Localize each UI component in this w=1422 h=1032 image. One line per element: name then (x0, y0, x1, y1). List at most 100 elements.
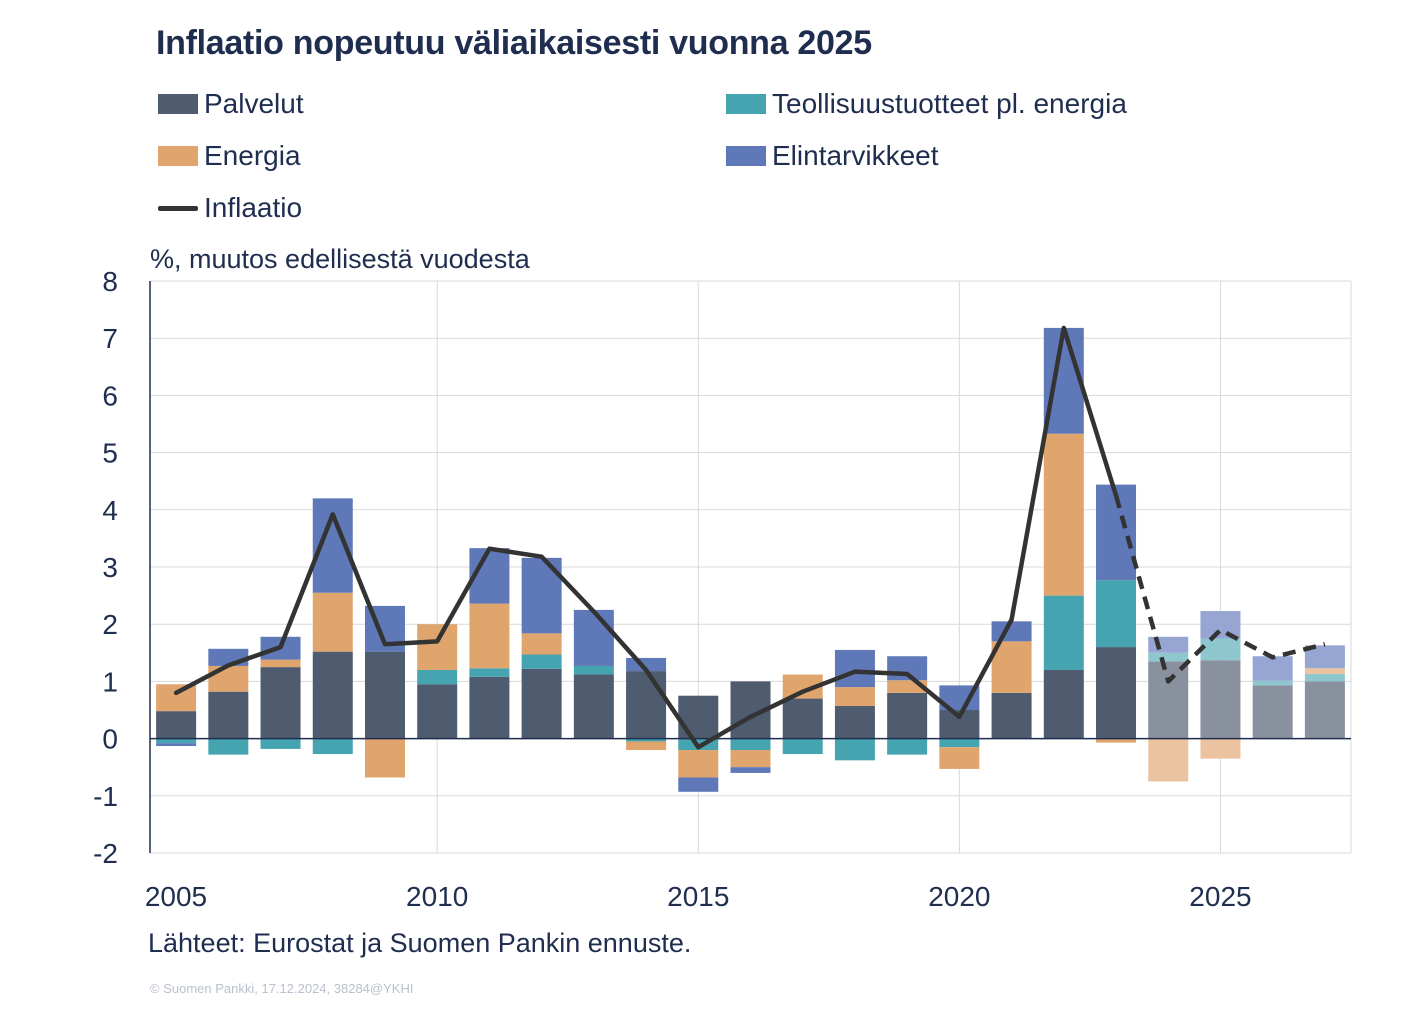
bar-segment-services-2019 (887, 692, 928, 739)
bar-segment-industrial-2025 (1200, 638, 1241, 661)
bar-segment-industrial-2011 (469, 668, 510, 677)
chart-title: Inflaatio nopeutuu väliaikaisesti vuonna… (156, 24, 872, 62)
bar-segment-food-2026 (1252, 656, 1293, 681)
bar-segment-services-2011 (469, 676, 510, 739)
y-tick-label: 3 (102, 552, 118, 583)
y-tick-label: 4 (102, 495, 118, 526)
inflation-line-actual (173, 325, 1119, 750)
bar-segment-services-2026 (1252, 685, 1293, 739)
bar-segment-industrial-2005 (156, 738, 197, 744)
bar-segment-industrial-2023 (1096, 580, 1137, 648)
bar-segment-industrial-2017 (782, 738, 823, 755)
y-tick-label: 5 (102, 438, 118, 469)
x-tick-label: 2010 (406, 881, 468, 912)
bar-segment-industrial-2012 (521, 654, 562, 669)
y-tick-label: 6 (102, 380, 118, 411)
legend-item-inflation: Inflaatio (158, 192, 302, 224)
bar-segment-services-2027 (1304, 681, 1345, 739)
bar-segment-food-2027 (1304, 645, 1345, 669)
bar-segment-energy-2021 (991, 641, 1032, 693)
y-tick-label: 1 (102, 666, 118, 697)
bar-segment-energy-2005 (156, 684, 197, 712)
bar-segment-energy-2006 (208, 665, 249, 692)
bar-segment-services-2021 (991, 692, 1032, 739)
bar-segment-industrial-2018 (834, 738, 875, 761)
bar-segment-industrial-2007 (260, 738, 301, 749)
bar-segment-services-2009 (364, 651, 405, 739)
bar-segment-energy-2011 (469, 603, 510, 669)
bar-segment-energy-2015 (678, 750, 719, 778)
bar-segment-energy-2020 (939, 747, 980, 769)
x-tick-label: 2005 (145, 881, 207, 912)
bar-segment-food-2013 (573, 609, 614, 666)
legend-swatch-food (726, 146, 766, 166)
bar-segment-food-2018 (834, 649, 875, 688)
x-tick-label: 2015 (667, 881, 729, 912)
legend-label-inflation: Inflaatio (204, 192, 303, 223)
bar-segment-energy-2008 (312, 592, 353, 652)
inflation-line-forecast (1113, 494, 1326, 684)
bar-segment-energy-2023 (1096, 738, 1137, 743)
bar-segment-industrial-2019 (887, 738, 928, 755)
legend-item-services: Palvelut (158, 88, 304, 120)
y-tick-label: 8 (102, 266, 118, 297)
bar-segment-services-2013 (573, 674, 614, 739)
bar-segment-industrial-2027 (1304, 673, 1345, 682)
bar-segment-energy-2025 (1200, 738, 1241, 759)
bar-segment-industrial-2026 (1252, 680, 1293, 686)
y-tick-label: -2 (93, 838, 118, 869)
bar-segment-energy-2022 (1043, 433, 1084, 596)
bar-segment-services-2015 (678, 695, 719, 739)
bar-segment-industrial-2020 (939, 738, 980, 748)
legend-swatch-inflation (158, 205, 198, 211)
bar-segment-industrial-2006 (208, 738, 249, 755)
bar-segment-food-2025 (1200, 611, 1241, 639)
y-tick-label: 0 (102, 724, 118, 755)
legend-label-services: Palvelut (204, 88, 304, 119)
bar-segment-industrial-2013 (573, 665, 614, 675)
x-tick-label: 2020 (928, 881, 990, 912)
bar-segment-industrial-2014 (626, 738, 667, 742)
legend-item-food: Elintarvikkeet (726, 140, 939, 172)
bar-segment-services-2024 (1148, 661, 1189, 739)
bar-segment-services-2012 (521, 668, 562, 739)
legend-swatch-services (158, 94, 198, 114)
copyright-note: © Suomen Pankki, 17.12.2024, 38284@YKHI (150, 981, 414, 996)
bar-segment-services-2010 (417, 684, 458, 739)
legend-item-industrial: Teollisuustuotteet pl. energia (726, 88, 1127, 120)
bar-segment-services-2023 (1096, 647, 1137, 739)
bar-segment-energy-2007 (260, 659, 301, 668)
x-tick-label: 2025 (1189, 881, 1251, 912)
bar-segment-services-2022 (1043, 669, 1084, 739)
legend-swatch-industrial (726, 94, 766, 114)
y-tick-label: -1 (93, 781, 118, 812)
bar-segment-services-2018 (834, 705, 875, 739)
bar-segment-food-2015 (678, 777, 719, 792)
bar-segment-services-2025 (1200, 660, 1241, 739)
legend-label-food: Elintarvikkeet (772, 140, 939, 171)
legend-label-industrial: Teollisuustuotteet pl. energia (772, 88, 1127, 119)
bar-segment-energy-2027 (1304, 668, 1345, 674)
bar-segment-services-2017 (782, 698, 823, 739)
bar-segment-energy-2014 (626, 741, 667, 751)
bar-segment-services-2014 (626, 671, 667, 739)
bar-segment-food-2016 (730, 767, 771, 773)
bar-segment-services-2007 (260, 667, 301, 739)
bar-segment-energy-2018 (834, 687, 875, 706)
y-tick-label: 7 (102, 323, 118, 354)
legend-item-energy: Energia (158, 140, 301, 172)
y-tick-label: 2 (102, 609, 118, 640)
y-axis-unit-label: %, muutos edellisestä vuodesta (150, 244, 530, 274)
bar-segment-industrial-2016 (730, 738, 771, 751)
bar-segment-industrial-2022 (1043, 595, 1084, 670)
bar-segment-industrial-2024 (1148, 652, 1189, 662)
bar-segment-services-2006 (208, 691, 249, 739)
bar-segment-food-2005 (156, 743, 197, 747)
source-note: Lähteet: Eurostat ja Suomen Pankin ennus… (148, 928, 692, 958)
bar-segment-food-2022 (1043, 327, 1084, 434)
legend-label-energy: Energia (204, 140, 301, 171)
bar-segment-services-2005 (156, 711, 197, 739)
legend-swatch-energy (158, 146, 198, 166)
bar-segment-services-2008 (312, 651, 353, 739)
